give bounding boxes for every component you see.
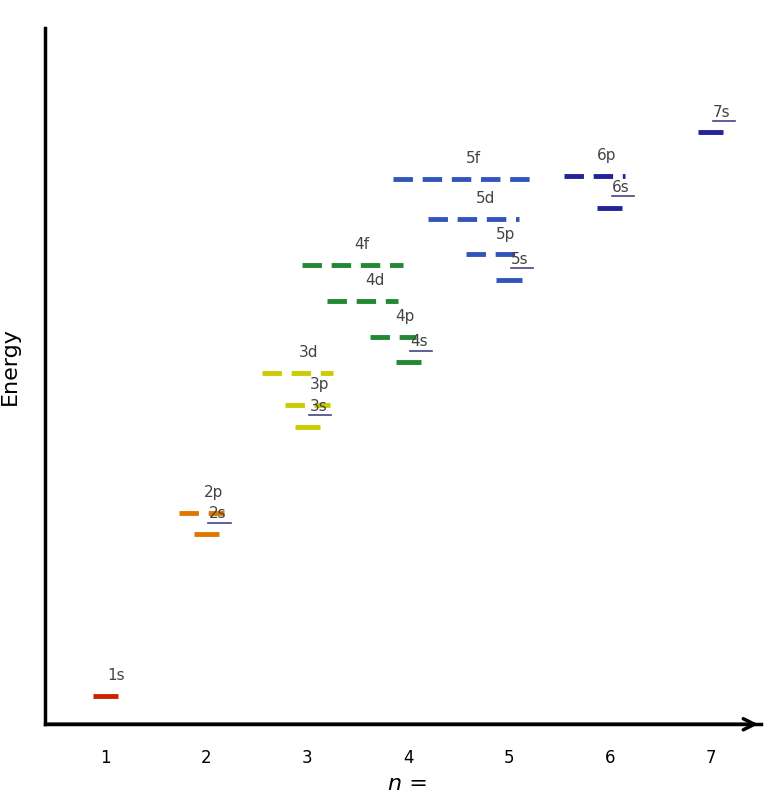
Text: 3p: 3p xyxy=(310,377,329,392)
Text: 5p: 5p xyxy=(496,226,515,241)
Text: 4p: 4p xyxy=(395,309,415,324)
Text: 5s: 5s xyxy=(511,252,528,267)
Text: 2p: 2p xyxy=(204,485,223,499)
Text: 7: 7 xyxy=(705,750,716,767)
Text: 4s: 4s xyxy=(410,334,428,349)
Text: Energy: Energy xyxy=(0,326,20,404)
Text: 4d: 4d xyxy=(365,273,384,288)
Text: 4: 4 xyxy=(403,750,413,767)
Text: 2: 2 xyxy=(201,750,212,767)
Text: 6s: 6s xyxy=(612,180,630,195)
Text: 7s: 7s xyxy=(713,105,730,120)
Text: 5d: 5d xyxy=(475,191,495,206)
Text: 3d: 3d xyxy=(300,345,319,360)
Text: 5f: 5f xyxy=(465,151,481,166)
Text: 6p: 6p xyxy=(597,148,616,163)
Text: n =: n = xyxy=(388,774,428,794)
Text: 4f: 4f xyxy=(355,237,369,252)
Text: 3: 3 xyxy=(302,750,313,767)
Text: 6: 6 xyxy=(604,750,615,767)
Text: 1: 1 xyxy=(101,750,111,767)
Text: 2s: 2s xyxy=(208,507,226,521)
Text: 3s: 3s xyxy=(310,399,327,414)
Text: 5: 5 xyxy=(504,750,515,767)
Text: 1s: 1s xyxy=(108,668,125,683)
